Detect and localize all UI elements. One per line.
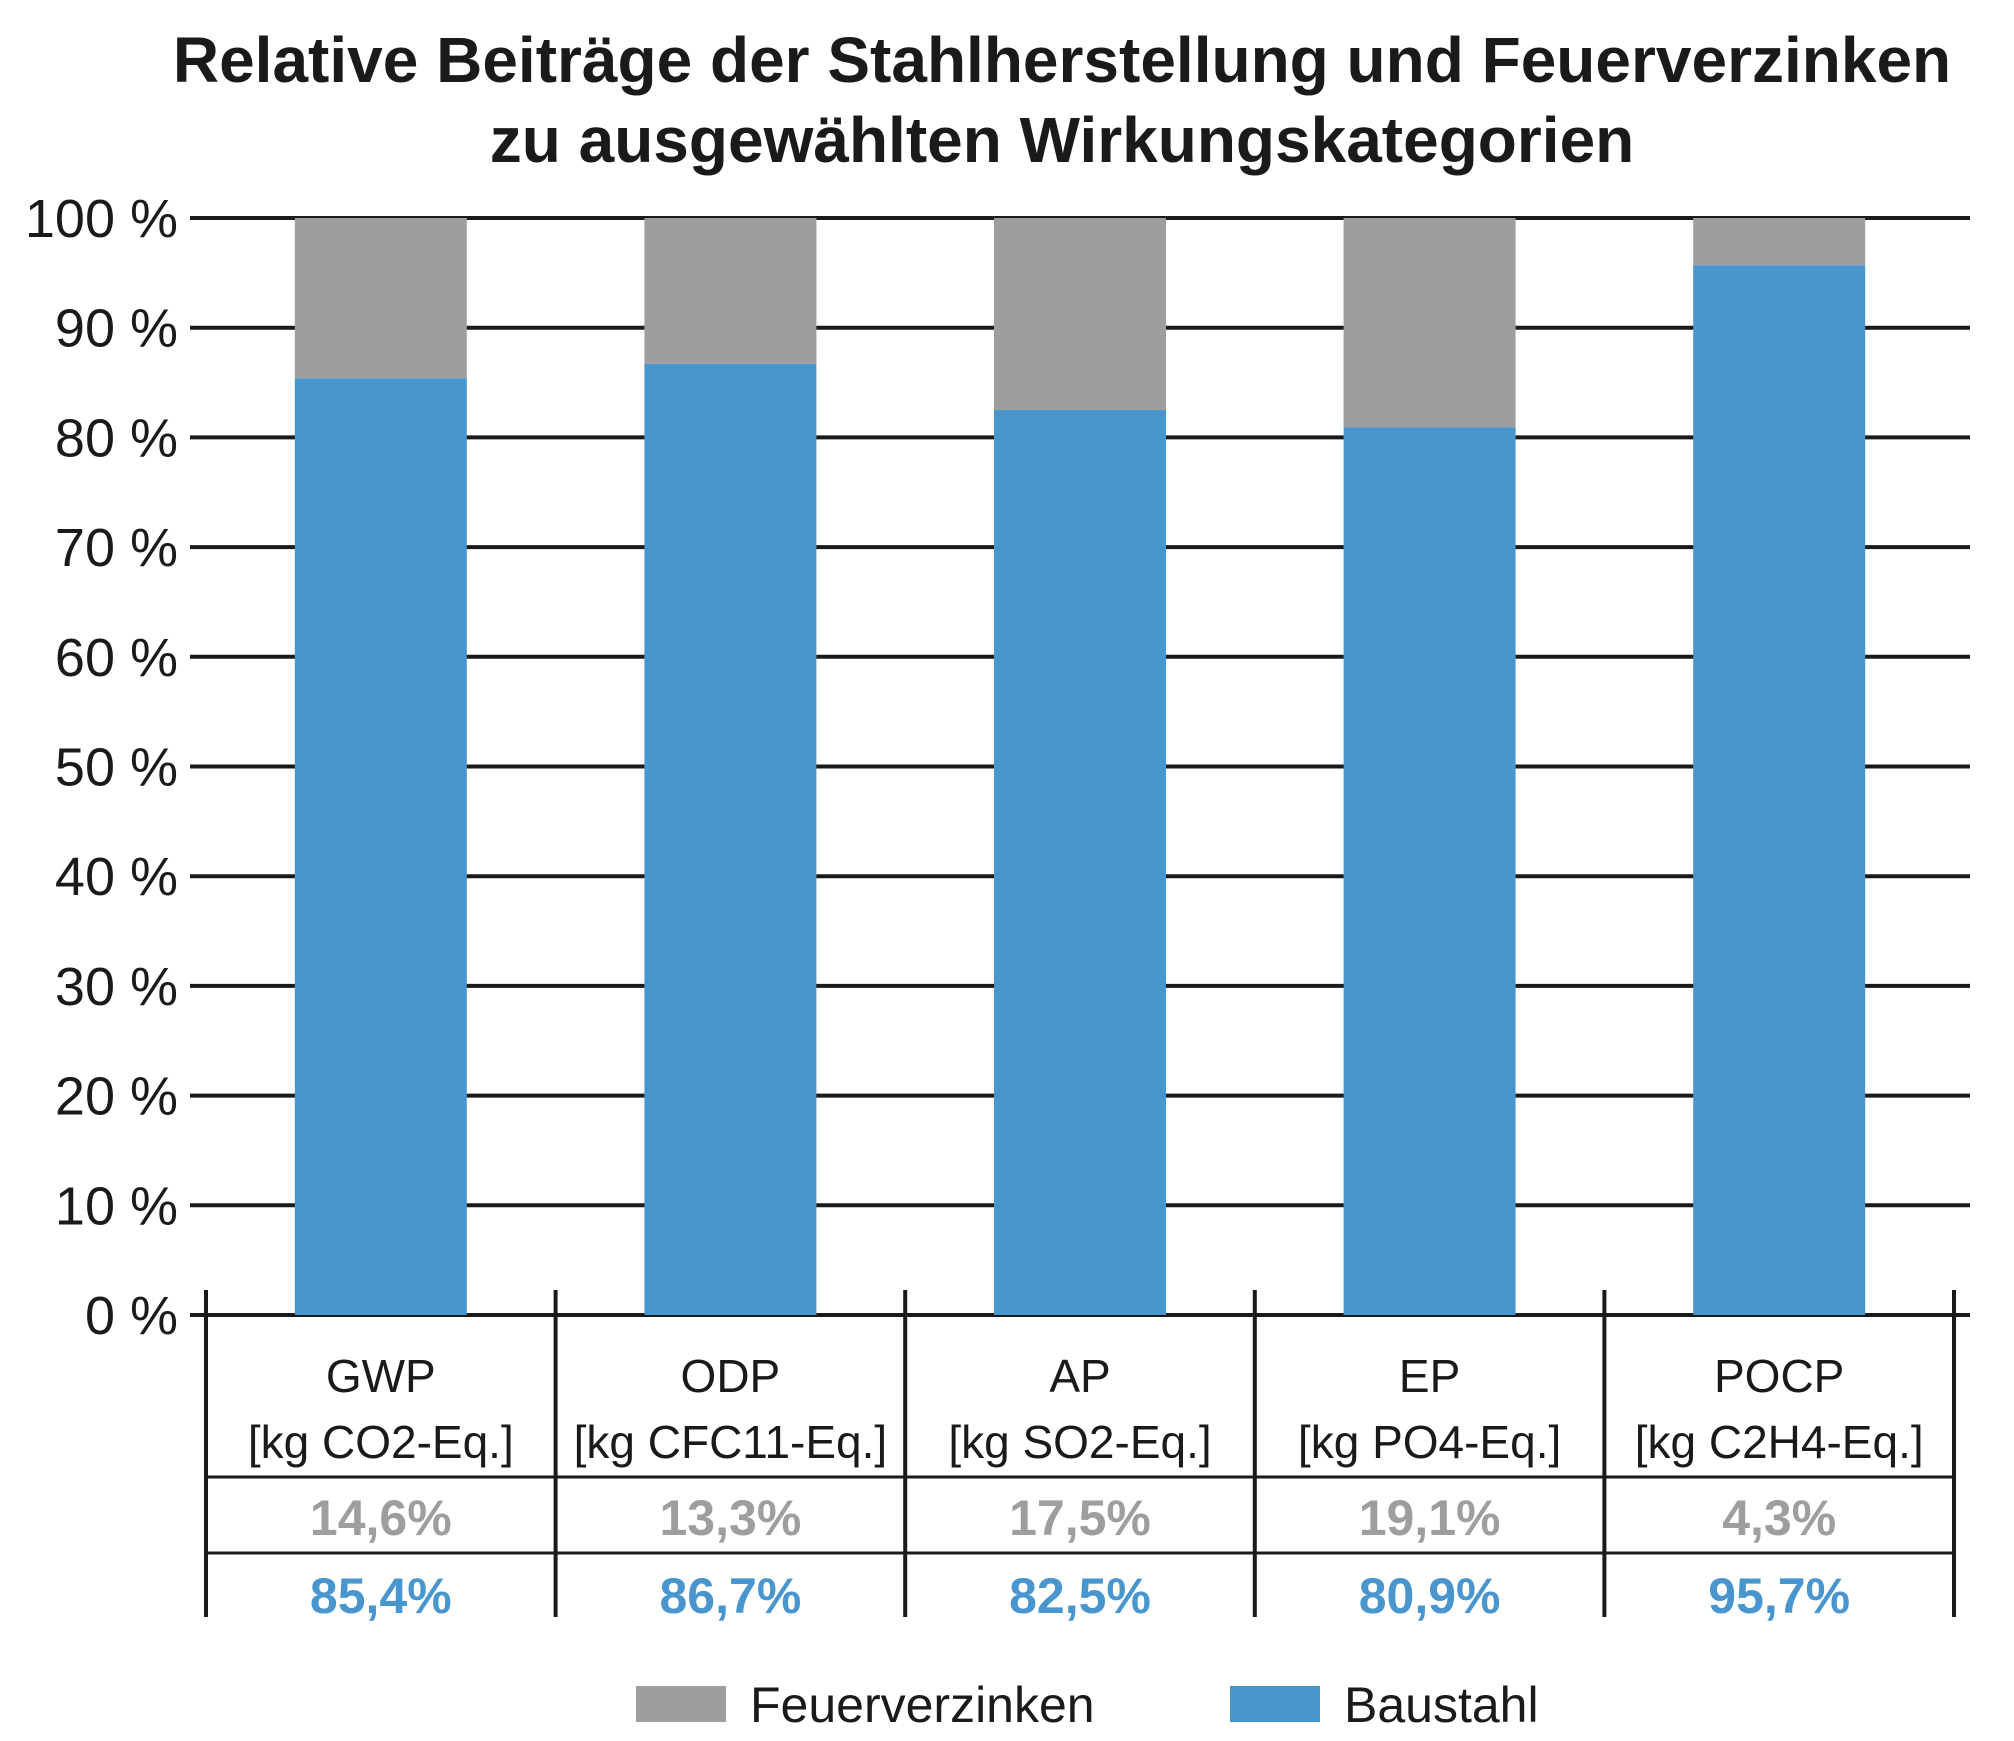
- value-label-baustahl-odp: 86,7%: [660, 1568, 802, 1624]
- bar-feuerverzinken-pocp: [1693, 218, 1866, 266]
- y-tick-label-90: 90 %: [55, 299, 178, 359]
- bar-feuerverzinken-ep: [1343, 218, 1516, 428]
- chart-title-line-2: zu ausgewählten Wirkungskategorien: [490, 104, 1635, 176]
- y-tick-label-50: 50 %: [55, 738, 178, 798]
- y-tick-label-80: 80 %: [55, 408, 178, 468]
- y-tick-label-100: 100 %: [25, 189, 178, 249]
- legend: Feuerverzinken Baustahl: [636, 1677, 1539, 1733]
- category-label-ap: AP: [1049, 1350, 1110, 1402]
- category-label-ep: EP: [1399, 1350, 1460, 1402]
- legend-label-baustahl: Baustahl: [1344, 1677, 1539, 1733]
- legend-swatch-baustahl: [1230, 1686, 1320, 1722]
- y-axis-ticks: 0 % 10 % 20 % 30 % 40 % 50 % 60 % 70 % 80 % 90 % 1…: [25, 189, 178, 1346]
- category-unit-ep: [kg PO4-Eq.]: [1298, 1416, 1561, 1468]
- y-tick-label-60: 60 %: [55, 628, 178, 688]
- category-unit-odp: [kg CFC11-Eq.]: [574, 1416, 888, 1468]
- value-label-feuerverzinken-ap: 17,5%: [1009, 1490, 1151, 1546]
- data-table: GWP [kg CO2-Eq.] 14,6% 85,4% ODP [kg CFC11-Eq…: [204, 1290, 1956, 1624]
- bar-baustahl-ep: [1343, 427, 1516, 1316]
- y-tick-label-40: 40 %: [55, 847, 178, 907]
- value-label-feuerverzinken-pocp: 4,3%: [1722, 1490, 1836, 1546]
- value-label-feuerverzinken-ep: 19,1%: [1359, 1490, 1501, 1546]
- category-unit-ap: [kg SO2-Eq.]: [948, 1416, 1211, 1468]
- value-label-baustahl-pocp: 95,7%: [1708, 1568, 1850, 1624]
- value-label-baustahl-gwp: 85,4%: [310, 1568, 452, 1624]
- legend-swatch-feuerverzinken: [636, 1686, 726, 1722]
- bar-baustahl-ap: [994, 409, 1166, 1316]
- bar-baustahl-odp: [644, 363, 817, 1315]
- bar-baustahl-gwp: [294, 378, 467, 1315]
- category-label-odp: ODP: [681, 1350, 781, 1402]
- category-unit-pocp: [kg C2H4-Eq.]: [1635, 1416, 1924, 1468]
- bars: [294, 218, 1866, 1316]
- legend-label-feuerverzinken: Feuerverzinken: [750, 1677, 1095, 1733]
- y-tick-label-70: 70 %: [55, 518, 178, 578]
- category-label-gwp: GWP: [326, 1350, 436, 1402]
- y-tick-label-10: 10 %: [55, 1176, 178, 1236]
- value-label-feuerverzinken-gwp: 14,6%: [310, 1490, 452, 1546]
- y-tick-label-20: 20 %: [55, 1067, 178, 1127]
- value-label-baustahl-ap: 82,5%: [1009, 1568, 1151, 1624]
- bar-feuerverzinken-gwp: [294, 218, 467, 379]
- y-tick-label-30: 30 %: [55, 957, 178, 1017]
- value-label-feuerverzinken-odp: 13,3%: [660, 1490, 802, 1546]
- chart-title-line-1: Relative Beiträge der Stahlherstellung u…: [173, 24, 1951, 96]
- category-label-pocp: POCP: [1714, 1350, 1844, 1402]
- value-label-baustahl-ep: 80,9%: [1359, 1568, 1501, 1624]
- y-tick-label-0: 0 %: [85, 1286, 178, 1346]
- bar-feuerverzinken-ap: [994, 218, 1166, 410]
- chart-title: Relative Beiträge der Stahlherstellung u…: [173, 24, 1951, 176]
- bar-feuerverzinken-odp: [644, 218, 817, 364]
- bar-baustahl-pocp: [1693, 265, 1866, 1315]
- category-unit-gwp: [kg CO2-Eq.]: [248, 1416, 514, 1468]
